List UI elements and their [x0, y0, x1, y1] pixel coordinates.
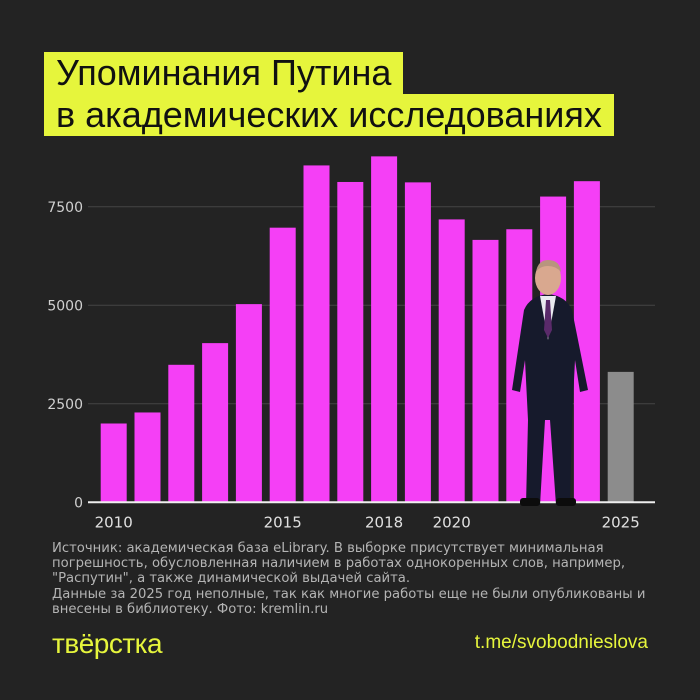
- putin-photo: [512, 260, 588, 506]
- bar-2015: [269, 227, 296, 503]
- bar-2019: [404, 182, 431, 503]
- y-tick-label: 2500: [47, 397, 83, 413]
- verstka-logo: твёрстка: [52, 628, 163, 659]
- bar-2020: [438, 219, 465, 503]
- bar-2011: [134, 412, 161, 503]
- title-line-2: в академических исследованиях: [44, 94, 614, 136]
- x-tick-label: 2018: [365, 513, 403, 531]
- x-tick-label: 2025: [602, 513, 640, 531]
- title-line-1: Упоминания Путина: [44, 52, 404, 94]
- bar-2016: [303, 165, 330, 503]
- bar-2017: [337, 181, 364, 503]
- source-note: Источник: академическая база eLibrary. В…: [52, 541, 646, 617]
- bar-2014: [235, 304, 262, 503]
- telegram-link[interactable]: t.me/svobodnieslova: [474, 632, 648, 653]
- x-tick-label: 2010: [95, 513, 133, 531]
- y-tick-label: 0: [74, 495, 83, 511]
- bar-2010: [100, 423, 127, 503]
- bar-2025: [607, 371, 634, 503]
- bar-chart: 0 2500 5000 7500 2010 2015 2018 2020 2025: [47, 156, 655, 531]
- bar-2021: [472, 239, 499, 503]
- x-tick-label: 2020: [433, 513, 471, 531]
- bar-2012: [168, 364, 195, 503]
- y-tick-label: 5000: [47, 298, 83, 314]
- bar-2013: [202, 343, 229, 503]
- x-tick-label: 2015: [264, 513, 302, 531]
- y-tick-label: 7500: [47, 200, 83, 216]
- bar-2018: [371, 156, 398, 503]
